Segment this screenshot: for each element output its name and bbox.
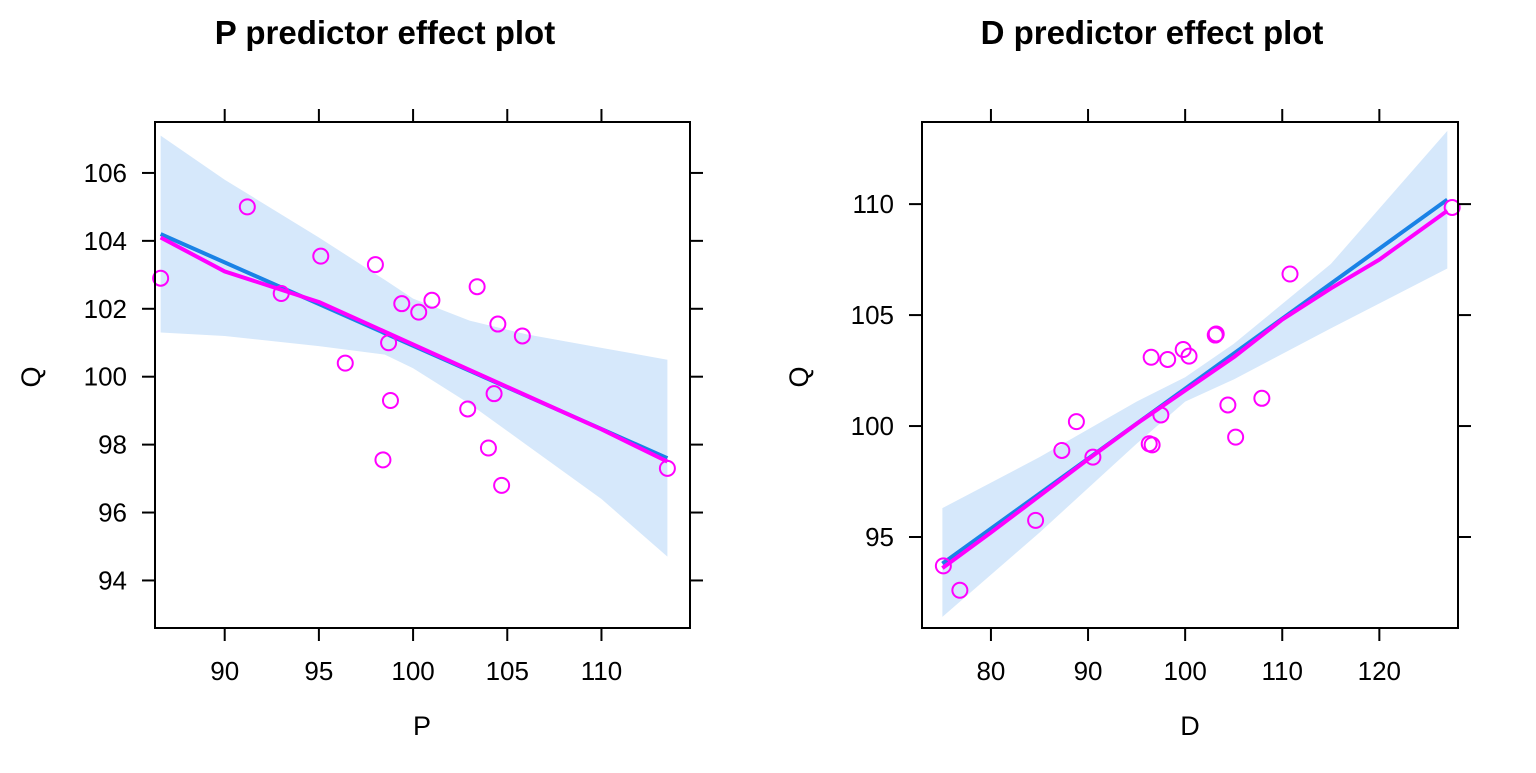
d-confidence-band bbox=[942, 130, 1448, 617]
p-data-point bbox=[381, 391, 399, 409]
p-y-axis-label: Q bbox=[16, 366, 46, 387]
p-x-axis-label: P bbox=[413, 711, 431, 741]
d-data-point bbox=[1219, 396, 1237, 414]
d-x-tick-label: 110 bbox=[1262, 656, 1303, 686]
p-y-tick-label: 100 bbox=[84, 362, 127, 392]
p-data-point bbox=[336, 354, 354, 372]
d-data-point bbox=[1253, 389, 1271, 407]
d-y-tick-label: 100 bbox=[851, 411, 894, 441]
p-data-point bbox=[393, 295, 411, 313]
p-x-tick-label: 110 bbox=[581, 656, 622, 686]
d-data-point bbox=[1053, 441, 1071, 459]
d-data-point bbox=[951, 581, 969, 599]
p-data-point bbox=[312, 247, 330, 265]
d-data-point bbox=[1067, 413, 1085, 431]
d-data-point bbox=[1142, 348, 1160, 366]
p-plot-title: P predictor effect plot bbox=[215, 14, 555, 51]
d-data-point bbox=[934, 557, 952, 575]
d-y-tick-label: 110 bbox=[853, 189, 894, 219]
p-data-point bbox=[272, 284, 290, 302]
d-x-tick-label: 100 bbox=[1163, 656, 1206, 686]
d-x-tick-label: 90 bbox=[1074, 656, 1103, 686]
p-y-tick-label: 94 bbox=[98, 565, 127, 595]
d-y-axis-label: Q bbox=[784, 366, 814, 387]
p-x-tick-label: 90 bbox=[210, 656, 239, 686]
p-data-point bbox=[459, 400, 477, 418]
d-x-tick-label: 80 bbox=[976, 656, 1005, 686]
p-data-point bbox=[366, 256, 384, 274]
p-data-point bbox=[513, 327, 531, 345]
d-x-tick-label: 120 bbox=[1358, 656, 1401, 686]
p-data-point bbox=[489, 315, 507, 333]
d-data-point bbox=[1027, 511, 1045, 529]
d-plot-area: 80 90 100 110 120 95 100 105 110 bbox=[851, 109, 1471, 686]
p-data-point bbox=[493, 476, 511, 494]
d-data-point bbox=[1159, 350, 1177, 368]
p-smooth-line bbox=[159, 235, 669, 464]
p-y-tick-label: 96 bbox=[98, 498, 127, 528]
p-x-tick-label: 105 bbox=[486, 656, 529, 686]
d-y-tick-label: 95 bbox=[865, 522, 894, 552]
p-y-tick-label: 106 bbox=[84, 158, 127, 188]
d-data-point bbox=[1227, 428, 1245, 446]
d-plot-frame bbox=[921, 121, 1459, 629]
p-y-tick-label: 102 bbox=[84, 294, 127, 324]
p-data-point bbox=[152, 269, 170, 287]
p-y-tick-label: 98 bbox=[98, 430, 127, 460]
d-data-point bbox=[1152, 406, 1170, 424]
p-data-point bbox=[479, 439, 497, 457]
p-x-tick-label: 100 bbox=[391, 656, 434, 686]
d-smooth-line bbox=[941, 209, 1449, 570]
p-data-point bbox=[238, 198, 256, 216]
p-data-point bbox=[410, 303, 428, 321]
d-x-axis-label: D bbox=[1180, 711, 1200, 741]
d-data-point bbox=[1207, 325, 1225, 343]
d-y-tick-label: 105 bbox=[851, 300, 894, 330]
p-x-tick-label: 95 bbox=[304, 656, 333, 686]
p-plot-frame bbox=[154, 121, 691, 629]
d-data-point bbox=[1084, 448, 1102, 466]
p-plot-area: 90 95 100 105 110 94 96 98 100 102 104 106 bbox=[84, 109, 703, 686]
p-data-point bbox=[485, 385, 503, 403]
p-data-point bbox=[468, 278, 486, 296]
d-data-point bbox=[1281, 265, 1299, 283]
p-data-point bbox=[374, 451, 392, 469]
p-effect-panel: P predictor effect plot P Q 90 95 100 105 11… bbox=[16, 14, 703, 741]
d-data-point bbox=[1443, 198, 1461, 216]
p-y-tick-label: 104 bbox=[84, 226, 127, 256]
p-data-point bbox=[423, 291, 441, 309]
d-plot-title: D predictor effect plot bbox=[981, 14, 1324, 51]
d-effect-panel: D predictor effect plot D Q 80 90 100 110 12… bbox=[784, 14, 1471, 741]
p-data-point bbox=[380, 334, 398, 352]
p-data-point bbox=[658, 459, 676, 477]
d-data-point bbox=[1143, 436, 1161, 454]
d-data-point bbox=[1180, 347, 1198, 365]
